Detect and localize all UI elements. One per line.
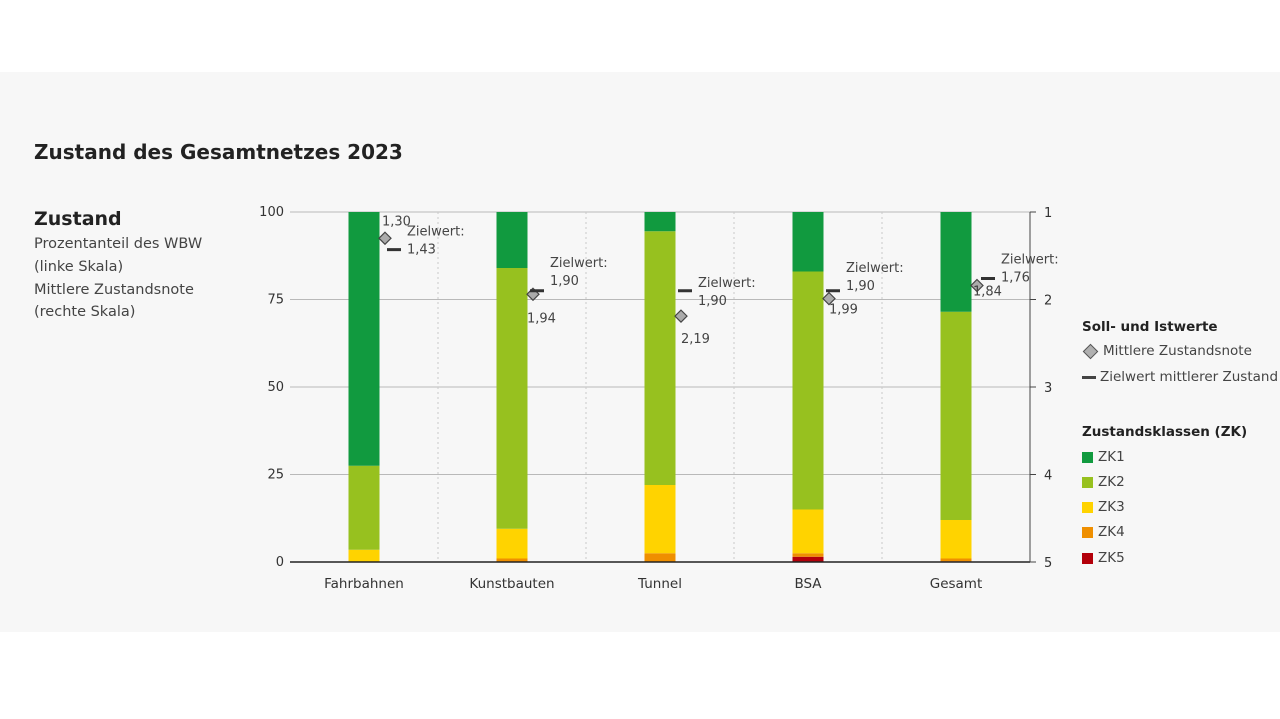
- category-label: BSA: [794, 576, 822, 592]
- bar-segment-zk4: [496, 558, 528, 562]
- bar-segment-zk1: [940, 212, 972, 312]
- target-label-prefix: Zielwert:: [698, 276, 756, 291]
- side-line-1: Prozentanteil des WBW: [34, 236, 203, 252]
- target-label-value: 1,90: [698, 294, 727, 309]
- legend-zk-title: Zustandsklassen (ZK): [1082, 424, 1248, 440]
- mean-grade-label: 1,30: [382, 214, 411, 229]
- mean-grade-label: 2,19: [681, 332, 710, 347]
- bar-segment-zk2: [496, 268, 528, 529]
- left-tick-label: 0: [276, 555, 284, 570]
- right-tick-label: 4: [1044, 469, 1052, 484]
- legend-zk3-label: ZK3: [1098, 499, 1125, 515]
- right-tick-label: 1: [1044, 206, 1052, 221]
- target-label-prefix: Zielwert:: [846, 261, 904, 276]
- left-tick-label: 75: [267, 293, 284, 308]
- target-label-prefix: Zielwert:: [1001, 253, 1059, 268]
- legend-mean-label: Mittlere Zustandsnote: [1103, 343, 1252, 359]
- side-heading: Zustand: [34, 208, 122, 230]
- target-label-prefix: Zielwert:: [407, 225, 465, 240]
- category-label: Gesamt: [930, 576, 983, 592]
- legend-zk4-label: ZK4: [1098, 524, 1125, 540]
- mean-grade-label: 1,94: [527, 311, 556, 326]
- bar-segment-zk3: [644, 485, 676, 554]
- bar-segment-zk4: [792, 553, 824, 557]
- mean-grade-marker: [674, 309, 688, 323]
- chart-panel: [0, 72, 1280, 632]
- legend-target-item: Zielwert mittlerer Zustand: [1082, 369, 1278, 385]
- side-line-3: Mittlere Zustandsnote: [34, 282, 194, 298]
- bar-segment-zk2: [792, 271, 824, 510]
- left-tick-label: 100: [259, 205, 284, 220]
- right-tick-label: 5: [1044, 556, 1052, 571]
- legend-zk2-label: ZK2: [1098, 474, 1125, 490]
- zk4-swatch: [1082, 526, 1093, 538]
- mean-grade-marker: [970, 278, 984, 293]
- right-tick-label: 2: [1044, 294, 1052, 309]
- zk1-swatch: [1082, 451, 1093, 463]
- bar-segment-zk4: [644, 553, 676, 562]
- zk5-swatch: [1082, 552, 1093, 564]
- mean-grade-marker: [822, 291, 836, 306]
- legend-zk4: ZK4: [1082, 524, 1125, 540]
- legend-soll-title: Soll- und Istwerte: [1082, 319, 1218, 335]
- mean-grade-marker: [378, 231, 392, 246]
- category-label: Tunnel: [637, 576, 682, 592]
- legend-zk2: ZK2: [1082, 474, 1125, 490]
- diamond-marker-icon: [1082, 343, 1099, 359]
- legend-zk5: ZK5: [1082, 550, 1125, 566]
- legend-zk3: ZK3: [1082, 499, 1125, 515]
- bar-segment-zk4: [940, 558, 972, 562]
- bar-segment-zk1: [792, 212, 824, 272]
- bar-segment-zk2: [348, 465, 380, 550]
- bar-segment-zk5: [792, 556, 824, 562]
- bar-segment-zk1: [496, 212, 528, 268]
- legend-zk5-label: ZK5: [1098, 550, 1125, 566]
- target-dash-icon: [1082, 375, 1096, 379]
- mean-grade-label: 1,99: [829, 303, 858, 318]
- bar-segment-zk3: [940, 520, 972, 559]
- target-label-value: 1,43: [407, 243, 436, 258]
- bar-segment-zk1: [348, 212, 380, 466]
- target-label-value: 1,90: [550, 274, 579, 289]
- category-label: Kunstbauten: [469, 576, 554, 592]
- bar-segment-zk2: [940, 311, 972, 520]
- left-tick-label: 50: [267, 380, 284, 395]
- category-label: Fahrbahnen: [324, 576, 404, 592]
- target-label-value: 1,90: [846, 279, 875, 294]
- bar-segment-zk2: [644, 231, 676, 485]
- page-title: Zustand des Gesamtnetzes 2023: [34, 140, 403, 164]
- bar-segment-zk3: [792, 509, 824, 554]
- mean-grade-label: 1,84: [973, 285, 1002, 300]
- target-label-prefix: Zielwert:: [550, 256, 608, 271]
- legend-mean-item: Mittlere Zustandsnote: [1082, 343, 1252, 359]
- left-tick-label: 25: [267, 468, 284, 483]
- side-line-2: (linke Skala): [34, 259, 124, 275]
- legend-zk1-label: ZK1: [1098, 449, 1125, 465]
- bar-segment-zk3: [496, 528, 528, 559]
- legend-target-label: Zielwert mittlerer Zustand: [1100, 369, 1279, 385]
- zk2-swatch: [1082, 476, 1093, 488]
- side-line-4: (rechte Skala): [34, 304, 136, 320]
- right-tick-label: 3: [1044, 381, 1052, 396]
- bar-segment-zk1: [644, 212, 676, 232]
- target-label-value: 1,76: [1001, 271, 1030, 286]
- zk3-swatch: [1082, 501, 1093, 513]
- bar-segment-zk3: [348, 549, 380, 562]
- legend-zk1: ZK1: [1082, 449, 1125, 465]
